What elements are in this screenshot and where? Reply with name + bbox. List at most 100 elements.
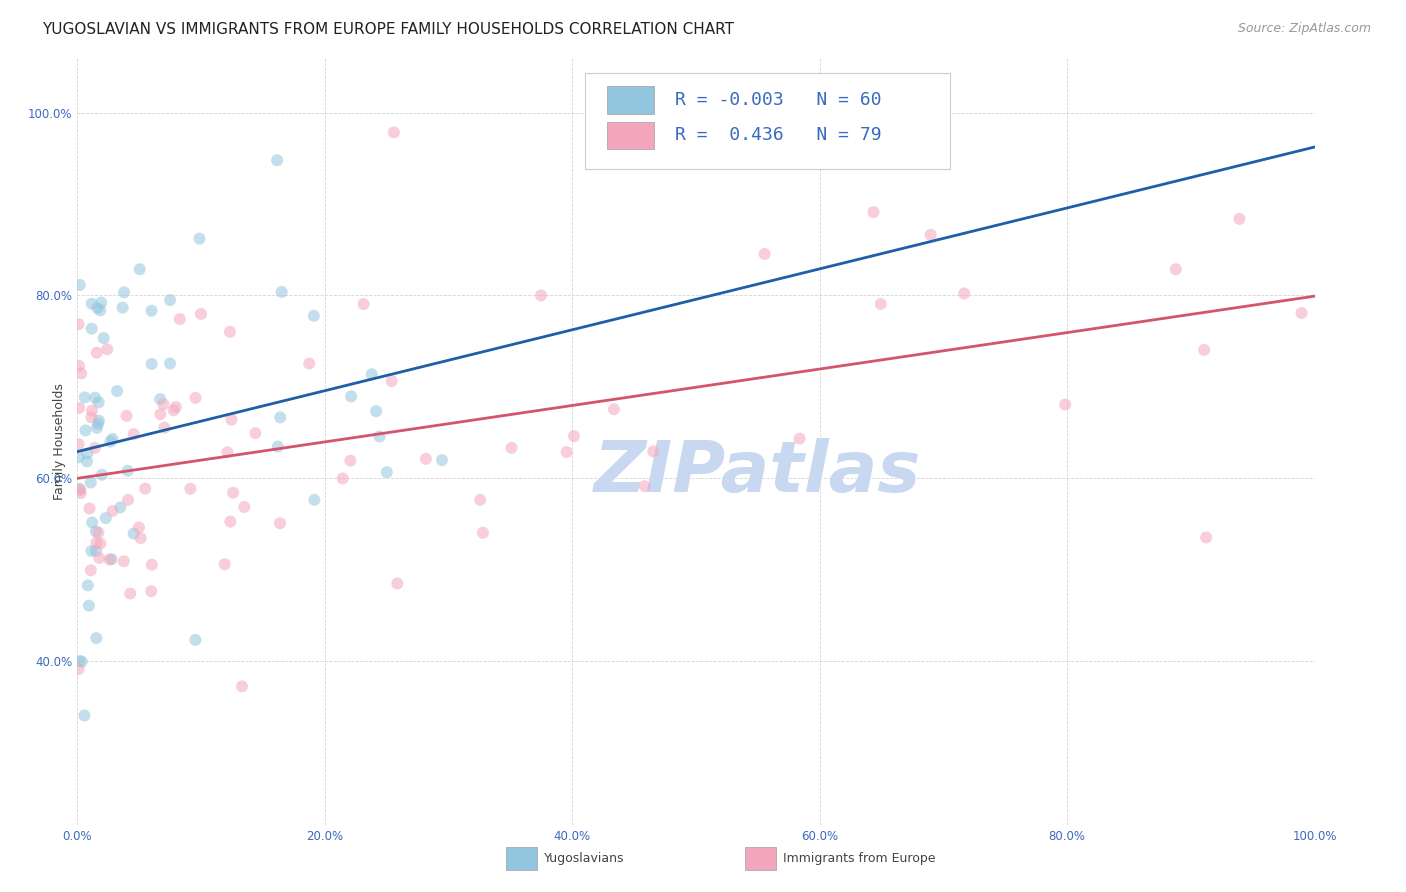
Point [117, 492, 139, 507]
Point [80, 410, 103, 425]
Point [141, 558, 163, 572]
Point [89, 303, 111, 318]
Point [87, 395, 110, 409]
Point [84, 391, 107, 405]
Point [375, 465, 398, 479]
Y-axis label: Family Households: Family Households [53, 383, 66, 500]
Point [221, 412, 243, 426]
Text: R =  0.436   N = 79: R = 0.436 N = 79 [675, 127, 882, 145]
Point [77, 599, 100, 613]
Point [214, 558, 236, 572]
Point [184, 391, 207, 405]
Point [141, 357, 163, 371]
Point [105, 384, 128, 398]
Point [332, 471, 354, 485]
Point [112, 554, 135, 568]
Point [129, 531, 152, 545]
Text: ZIPatlas: ZIPatlas [595, 438, 921, 507]
Point [162, 403, 184, 417]
Point [219, 515, 242, 529]
Point [100, 552, 122, 566]
Point [1195, 531, 1218, 545]
Text: Immigrants from Europe: Immigrants from Europe [783, 852, 935, 864]
Point [128, 520, 150, 534]
Point [149, 392, 172, 406]
Point [93, 331, 115, 345]
Point [100, 434, 122, 449]
Point [141, 303, 163, 318]
Text: R = -0.003   N = 60: R = -0.003 N = 60 [675, 91, 882, 109]
Point [869, 297, 891, 311]
Point [179, 482, 201, 496]
Point [89, 551, 111, 566]
Point [67, 401, 90, 415]
Point [86, 345, 108, 359]
Point [80, 475, 103, 490]
Point [80, 544, 103, 558]
Point [643, 444, 665, 458]
FancyBboxPatch shape [585, 73, 949, 169]
Text: Source: ZipAtlas.com: Source: ZipAtlas.com [1237, 22, 1371, 36]
Point [90, 295, 112, 310]
Point [530, 288, 553, 302]
Point [233, 500, 256, 514]
Point [1229, 211, 1251, 226]
Point [266, 153, 288, 168]
Point [79, 501, 101, 516]
Point [269, 410, 291, 425]
Point [87, 414, 110, 428]
Point [117, 464, 139, 478]
Point [184, 632, 207, 647]
Point [270, 285, 292, 299]
Point [101, 432, 124, 446]
Point [76, 446, 98, 460]
Point [76, 578, 98, 592]
Point [86, 421, 108, 435]
Point [1054, 398, 1077, 412]
Point [96, 343, 118, 357]
Text: YUGOSLAVIAN VS IMMIGRANTS FROM EUROPE FAMILY HOUSEHOLDS CORRELATION CHART: YUGOSLAVIAN VS IMMIGRANTS FROM EUROPE FA… [42, 22, 734, 37]
Point [110, 500, 132, 515]
Point [920, 227, 942, 242]
Point [69, 486, 91, 500]
Point [353, 297, 375, 311]
Point [298, 357, 321, 371]
Point [1291, 306, 1313, 320]
Point [165, 400, 187, 414]
Point [222, 485, 245, 500]
Point [89, 536, 111, 550]
Point [111, 301, 134, 315]
Point [555, 445, 578, 459]
Point [82, 516, 104, 530]
Point [70, 655, 93, 669]
Point [471, 525, 494, 540]
Point [603, 402, 626, 417]
Point [84, 543, 107, 558]
Point [381, 374, 404, 388]
Point [468, 492, 491, 507]
Point [231, 679, 253, 693]
Point [304, 492, 326, 507]
Point [267, 440, 290, 454]
Point [67, 359, 90, 373]
Point [562, 429, 585, 443]
Point [152, 397, 174, 411]
Point [128, 262, 150, 277]
Point [153, 420, 176, 434]
Point [67, 437, 90, 451]
Point [217, 445, 239, 459]
Point [84, 524, 107, 539]
Point [67, 317, 90, 331]
Point [415, 451, 437, 466]
Point [789, 432, 811, 446]
Point [87, 525, 110, 540]
Point [73, 391, 96, 405]
Point [67, 662, 90, 676]
Point [86, 631, 108, 645]
Point [190, 307, 212, 321]
Point [245, 426, 267, 441]
Point [953, 286, 976, 301]
Point [94, 511, 117, 525]
Point [269, 516, 291, 531]
Point [501, 441, 523, 455]
